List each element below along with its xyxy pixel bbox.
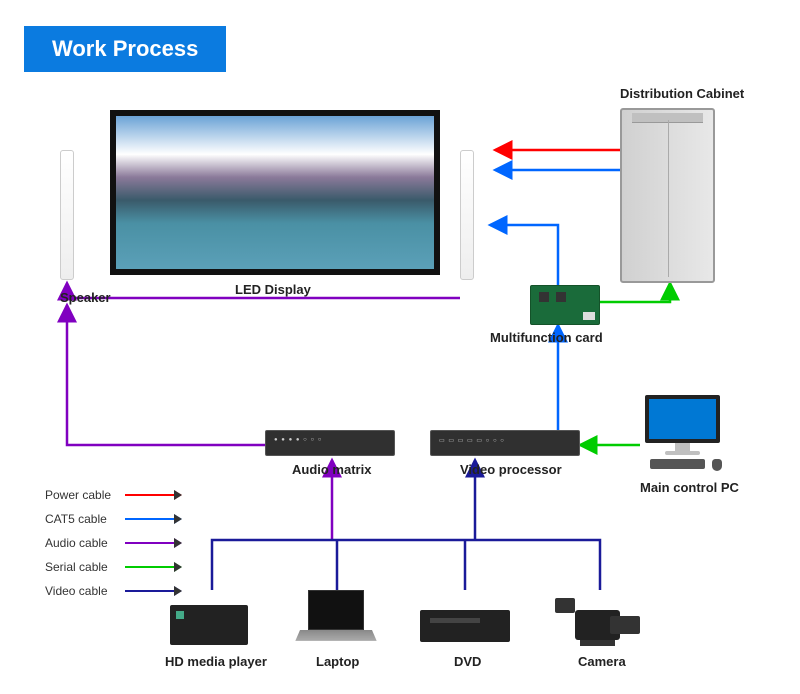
- label-camera: Camera: [578, 654, 626, 669]
- laptop-base: [295, 630, 376, 641]
- legend-power: Power cable: [45, 488, 180, 502]
- distribution-cabinet: [620, 108, 715, 283]
- rack-ports: ▭ ▭ ▭ ▭ ▭ ○ ○ ○: [439, 437, 505, 444]
- legend-label: Audio cable: [45, 536, 125, 550]
- camera: [555, 598, 640, 646]
- legend-label: Power cable: [45, 488, 125, 502]
- multifunction-card: [530, 285, 600, 325]
- speaker-right: [460, 150, 474, 280]
- main-control-pc: [640, 395, 725, 455]
- label-media: HD media player: [165, 654, 267, 669]
- edge-video: [212, 540, 600, 590]
- laptop: [300, 590, 372, 645]
- camera-mic: [555, 598, 575, 613]
- legend-cat5: CAT5 cable: [45, 512, 180, 526]
- legend-line: [125, 590, 180, 592]
- label-video_proc: Video processor: [460, 462, 562, 477]
- label-laptop: Laptop: [316, 654, 359, 669]
- label-pc: Main control PC: [640, 480, 739, 495]
- video-processor: ▭ ▭ ▭ ▭ ▭ ○ ○ ○: [430, 430, 580, 456]
- legend-audio: Audio cable: [45, 536, 180, 550]
- legend-line: [125, 542, 180, 544]
- audio-matrix: ● ● ● ● ○ ○ ○: [265, 430, 395, 456]
- pc-base: [665, 451, 700, 455]
- dvd-box: [420, 610, 510, 642]
- laptop-screen: [308, 590, 364, 630]
- speaker-left: [60, 150, 74, 280]
- legend-line: [125, 566, 180, 568]
- card-chip: [556, 292, 566, 302]
- legend-label: CAT5 cable: [45, 512, 125, 526]
- legend-line: [125, 494, 180, 496]
- card-chip: [539, 292, 549, 302]
- hd-media-player: [170, 605, 248, 645]
- led-display: [110, 110, 440, 275]
- edge-serial: [600, 283, 670, 302]
- label-led_display: LED Display: [235, 282, 311, 297]
- legend-label: Serial cable: [45, 560, 125, 574]
- edge-audio: [67, 305, 265, 445]
- pc-mouse: [712, 459, 722, 471]
- camera-lens: [610, 616, 640, 634]
- label-speaker_left: Speaker: [60, 290, 111, 305]
- label-card: Multifunction card: [490, 330, 603, 345]
- card-port: [583, 312, 595, 320]
- title-text: Work Process: [52, 36, 198, 61]
- label-audio_matrix: Audio matrix: [292, 462, 371, 477]
- title-banner: Work Process: [24, 26, 226, 72]
- pc-monitor: [645, 395, 720, 443]
- edge-cat5: [490, 225, 558, 285]
- diagram-canvas: Work Process ● ● ● ● ○ ○ ○ ▭ ▭ ▭ ▭ ▭ ○ ○…: [0, 0, 800, 694]
- pc-stand: [675, 443, 690, 451]
- legend-line: [125, 518, 180, 520]
- dvd-tray: [430, 618, 480, 623]
- dvd-player: [420, 610, 510, 642]
- legend-video: Video cable: [45, 584, 180, 598]
- media-led: [176, 611, 184, 619]
- cabinet-door: [668, 120, 669, 277]
- legend-label: Video cable: [45, 584, 125, 598]
- legend-serial: Serial cable: [45, 560, 180, 574]
- rack-ports: ● ● ● ● ○ ○ ○: [274, 437, 322, 443]
- camera-handle: [580, 640, 615, 646]
- pc-keyboard: [650, 459, 705, 469]
- label-dvd: DVD: [454, 654, 481, 669]
- label-cabinet: Distribution Cabinet: [620, 86, 744, 101]
